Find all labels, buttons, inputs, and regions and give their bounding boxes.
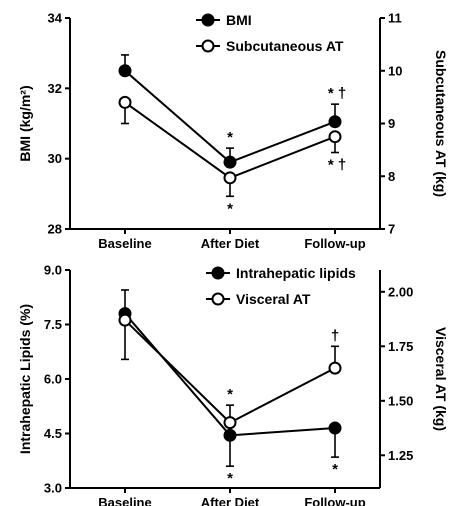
legend-marker	[201, 13, 215, 27]
significance-annotation: * †	[328, 157, 346, 174]
significance-annotation: *	[227, 129, 233, 146]
x-tick-label: Follow-up	[304, 236, 365, 251]
right-tick-label: 7	[388, 222, 395, 237]
left-axis-title: Intrahepatic Lipids (%)	[17, 304, 33, 454]
x-tick-label: After Diet	[201, 495, 260, 506]
right-tick-label: 9	[388, 116, 395, 131]
chart-panel-1: 28 30 32 34 7 8 9 10 11 Baseline After Diet Follow-…	[17, 11, 449, 252]
right-axis-title: Subcutaneous AT (kg)	[433, 50, 449, 197]
data-point-filled	[223, 428, 237, 442]
x-tick-label: Baseline	[98, 236, 151, 251]
x-tick-label: After Diet	[201, 236, 260, 251]
data-point-open	[223, 416, 237, 430]
data-point-open	[118, 95, 132, 109]
right-tick-label: 1.50	[388, 393, 413, 408]
legend-label: Intrahepatic lipids	[236, 265, 356, 281]
left-tick-label: 28	[48, 222, 62, 237]
legend-marker	[211, 292, 225, 306]
legend-label: Visceral AT	[236, 291, 311, 307]
data-point-filled	[118, 64, 132, 78]
legend-label: BMI	[226, 12, 252, 28]
data-point-filled	[328, 421, 342, 435]
right-tick-label: 1.75	[388, 339, 413, 354]
data-point-filled	[328, 115, 342, 129]
legend-item-2: Visceral AT	[206, 291, 311, 307]
right-tick-label: 10	[388, 63, 402, 78]
significance-annotation: * †	[328, 85, 346, 102]
legend-item-1: BMI	[196, 12, 252, 28]
data-point-open	[328, 130, 342, 144]
left-tick-label: 32	[48, 81, 62, 96]
significance-annotation: *	[227, 386, 233, 403]
legend-item-2: Subcutaneous AT	[196, 38, 344, 54]
left-axis-title: BMI (kg/m²)	[17, 85, 33, 161]
series-2	[118, 95, 342, 198]
chart-panel-2: 3.0 4.5 6.0 7.5 9.0 1.25 1.50 1.75 2.00 Baseline A…	[17, 263, 449, 506]
significance-annotation: *	[227, 470, 233, 487]
right-tick-label: 11	[388, 11, 402, 26]
left-tick-label: 6.0	[44, 372, 62, 387]
significance-annotation: *	[332, 461, 338, 478]
legend-item-1: Intrahepatic lipids	[206, 265, 356, 281]
data-point-open	[223, 171, 237, 185]
left-tick-label: 34	[48, 11, 63, 26]
legend-label: Subcutaneous AT	[226, 38, 344, 54]
left-tick-label: 4.5	[44, 426, 62, 441]
data-point-filled	[223, 155, 237, 169]
significance-annotation: *	[227, 200, 233, 217]
right-tick-label: 1.25	[388, 448, 413, 463]
right-axis-title: Visceral AT (kg)	[433, 327, 449, 431]
x-tick-label: Follow-up	[304, 495, 365, 506]
left-tick-label: 3.0	[44, 481, 62, 496]
significance-annotation: †	[331, 327, 339, 344]
series-1	[118, 289, 342, 468]
data-point-open	[118, 313, 132, 327]
right-tick-label: 8	[388, 169, 395, 184]
legend-marker	[201, 39, 215, 53]
left-tick-label: 9.0	[44, 263, 62, 278]
series-2	[118, 313, 342, 430]
left-tick-label: 7.5	[44, 317, 62, 332]
right-tick-label: 2.00	[388, 284, 413, 299]
left-tick-label: 30	[48, 151, 62, 166]
data-point-open	[328, 361, 342, 375]
x-tick-label: Baseline	[98, 495, 151, 506]
legend-marker	[211, 266, 225, 280]
series-1	[118, 54, 342, 169]
